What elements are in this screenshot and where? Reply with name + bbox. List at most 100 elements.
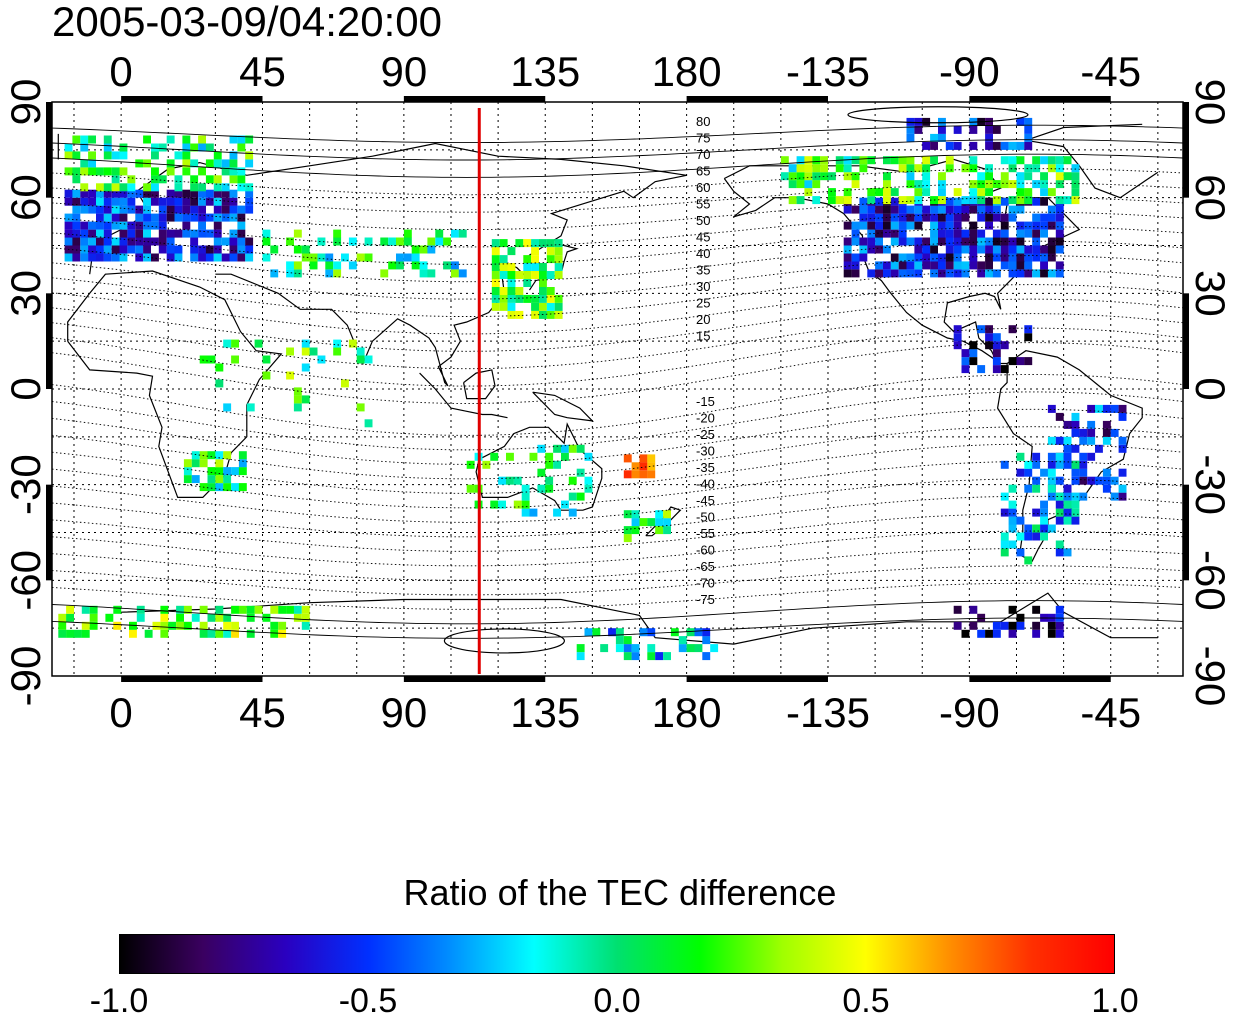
tec-cell: [554, 310, 563, 319]
tec-cell: [229, 135, 238, 144]
tec-cell: [985, 629, 993, 638]
tec-cell: [1032, 452, 1041, 461]
tec-cell: [427, 269, 436, 278]
tec-cell: [151, 151, 159, 160]
tec-cell: [1055, 180, 1064, 189]
tec-cell: [1071, 460, 1080, 469]
tec-cell: [977, 229, 986, 238]
tec-cell: [213, 175, 222, 184]
tec-cell: [1087, 428, 1096, 437]
contour-label: 80: [696, 114, 710, 129]
tec-cell: [80, 143, 89, 152]
tec-cell: [72, 253, 81, 262]
tec-cell: [843, 164, 852, 173]
tec-cell: [1032, 156, 1041, 165]
tec-cell: [435, 237, 444, 246]
tec-cell: [647, 652, 656, 661]
tec-cell: [380, 269, 389, 278]
tec-cell: [985, 325, 993, 334]
tec-cell: [780, 156, 789, 165]
tec-cell: [1063, 492, 1072, 501]
tec-cell: [168, 621, 177, 630]
contour-line: [51, 139, 1184, 161]
tec-cell: [1102, 468, 1111, 477]
tec-cell: [199, 621, 208, 630]
tec-cell: [103, 143, 112, 152]
tec-cell: [1000, 229, 1009, 238]
tec-cell: [1110, 492, 1119, 501]
tec-cell: [143, 237, 151, 246]
tec-cell: [143, 205, 151, 214]
tec-cell: [301, 395, 310, 404]
tec-cell: [961, 269, 970, 278]
contour-label: 55: [696, 197, 710, 212]
tec-cell: [246, 629, 255, 638]
bottom-axis-bar: [121, 676, 263, 682]
tec-cell: [1055, 245, 1064, 254]
tec-cell: [1118, 444, 1127, 453]
tec-cell: [1102, 404, 1111, 413]
tec-cell: [103, 253, 112, 262]
tec-cell: [127, 221, 136, 230]
tec-cell: [796, 156, 805, 165]
tec-cell: [89, 621, 98, 630]
tec-cell: [945, 269, 954, 278]
tec-cell: [119, 167, 128, 176]
tec-cell: [985, 164, 993, 173]
tec-cell: [875, 197, 883, 206]
tec-cell: [883, 180, 891, 189]
tec-cell: [1016, 468, 1025, 477]
tec-cell: [523, 271, 532, 279]
tec-cell: [898, 156, 907, 165]
tec-cell: [388, 237, 397, 246]
tec-cell: [174, 189, 183, 198]
tec-cell: [317, 253, 326, 262]
tec-cell: [88, 135, 96, 144]
tec-cell: [223, 629, 232, 638]
tec-cell: [898, 253, 907, 262]
tec-cell: [262, 253, 271, 262]
tec-cell: [507, 279, 516, 287]
contour-line: [51, 565, 1184, 596]
tec-cell: [111, 189, 120, 198]
left-lat-label: -90: [2, 646, 49, 707]
tec-cell: [1032, 180, 1041, 189]
tec-cell: [262, 613, 271, 622]
tec-cell: [1047, 269, 1056, 278]
tec-cell: [969, 261, 978, 270]
tec-cell: [584, 476, 593, 485]
bottom-axis-bar: [686, 676, 828, 682]
tec-cell: [443, 237, 451, 246]
tec-cell: [490, 500, 499, 509]
tec-cell: [309, 347, 318, 356]
tec-cell: [364, 237, 373, 246]
tec-cell: [215, 363, 224, 372]
tec-cell: [953, 141, 962, 150]
tec-cell: [843, 205, 852, 214]
tec-cell: [867, 213, 876, 222]
tec-cell: [301, 245, 310, 254]
tec-cell: [89, 613, 98, 622]
tec-cell: [237, 245, 246, 254]
tec-cell: [498, 500, 506, 509]
tec-cell: [1008, 629, 1017, 638]
tec-cell: [58, 629, 67, 638]
tec-cell: [561, 444, 569, 453]
tec-cell: [80, 197, 89, 206]
tec-cell: [1071, 180, 1080, 189]
tec-cell: [1071, 468, 1080, 477]
tec-cell: [938, 237, 946, 246]
tec-cell: [922, 164, 931, 173]
tec-cell: [111, 151, 120, 160]
tec-cell: [499, 271, 508, 279]
tec-cell: [105, 613, 114, 622]
contour-line: [51, 182, 1184, 213]
tec-cell: [1024, 468, 1033, 477]
tec-cell: [301, 605, 310, 614]
tec-cell: [851, 253, 860, 262]
tec-cell: [270, 269, 279, 278]
tec-cell: [1016, 188, 1025, 197]
tec-cell: [961, 629, 970, 638]
tec-cell: [945, 245, 954, 254]
tec-cell: [930, 253, 938, 262]
